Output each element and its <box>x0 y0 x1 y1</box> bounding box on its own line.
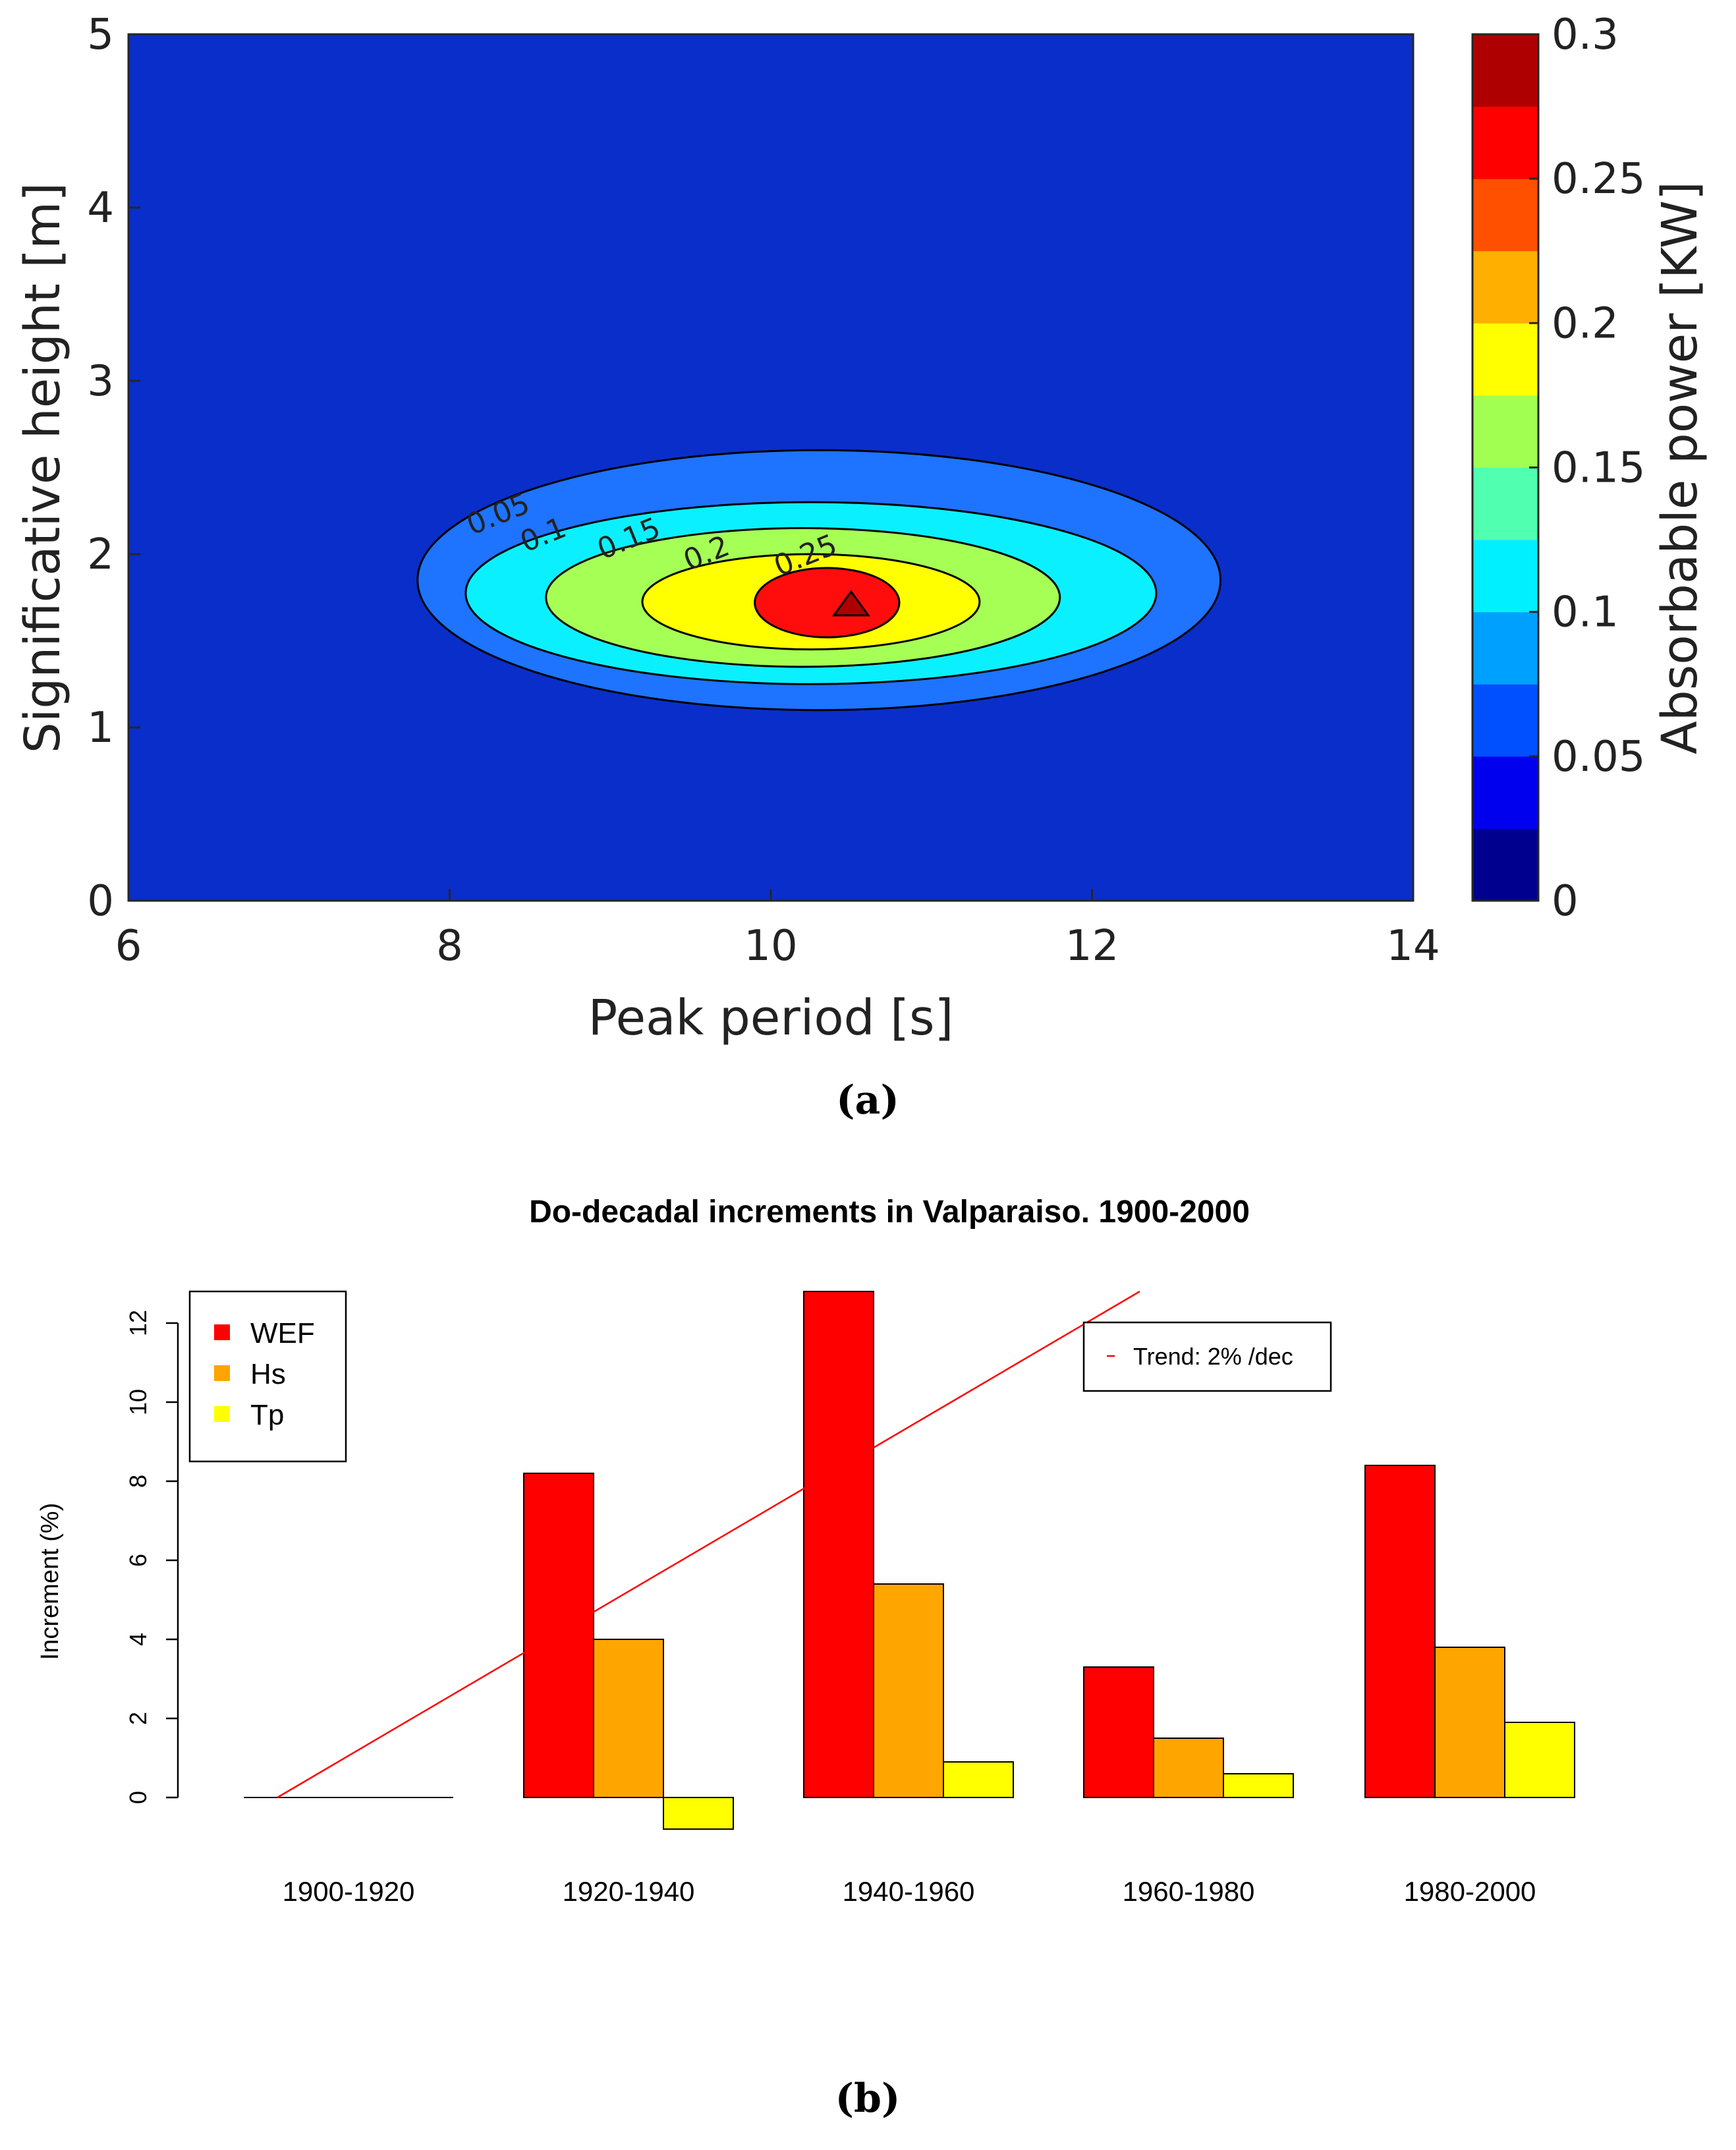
y-axis-label: Significative height [m] <box>14 183 71 753</box>
colorbar-segment <box>1472 684 1538 757</box>
y-axis: 0 2 4 6 8 10 12 <box>125 1310 179 1804</box>
y-tick-label: 6 <box>125 1554 152 1567</box>
colorbar-label: Absorbable power [KW] <box>1652 181 1708 754</box>
y-tick-label: 10 <box>125 1389 152 1415</box>
colorbar-tick-label: 0.2 <box>1552 299 1619 348</box>
panel-a-caption: (a) <box>836 1077 899 1123</box>
colorbar-segment <box>1472 106 1538 179</box>
bar-tp <box>1504 1722 1575 1798</box>
category-label: 1960-1980 <box>1123 1876 1255 1907</box>
chart-title: Do-decadal increments in Valparaiso. 190… <box>529 1195 1250 1230</box>
bar-wef <box>803 1291 874 1798</box>
y-tick-label: 2 <box>87 530 114 579</box>
bar-hs <box>873 1583 944 1798</box>
peak-markers <box>831 590 870 617</box>
category-label: 1920-1940 <box>563 1876 695 1907</box>
colorbar-ticks: 0 0.05 0.1 0.15 0.2 0.25 0.3 <box>1529 11 1646 926</box>
x-tick-label: 8 <box>436 922 463 971</box>
x-axis-ticks: 6 8 10 12 14 <box>115 889 1440 971</box>
category-label: 1980-2000 <box>1404 1876 1536 1907</box>
legend-label-wef: WEF <box>250 1317 315 1349</box>
contour-region-0.25 <box>754 567 901 638</box>
colorbar-segment <box>1472 395 1538 468</box>
x-tick-label: 14 <box>1386 922 1440 971</box>
x-tick-label: 6 <box>115 922 142 971</box>
trend-legend-box <box>1082 1321 1332 1392</box>
y-tick-label: 0 <box>125 1791 152 1804</box>
category-labels: 1900-1920 1920-1940 1940-1960 1960-1980 1980… <box>283 1876 1536 1907</box>
colorbar-segment <box>1472 250 1538 324</box>
category-label: 1940-1960 <box>843 1876 975 1907</box>
trend-legend: Trend: 2% /dec <box>1082 1321 1332 1392</box>
legend-label-hs: Hs <box>250 1358 286 1390</box>
bars <box>244 1291 1575 1830</box>
y-tick-label: 12 <box>125 1310 152 1336</box>
colorbar-segment <box>1472 179 1538 252</box>
colorbar-segment <box>1472 828 1538 901</box>
trend-line <box>277 1290 1140 1799</box>
y-tick-label: 4 <box>87 184 114 233</box>
peak-marker <box>831 590 870 617</box>
legend-label-tp: Tp <box>250 1399 284 1431</box>
colorbar-tick-label: 0.1 <box>1552 588 1619 637</box>
colorbar-segment <box>1472 323 1538 396</box>
colorbar-segment <box>1472 467 1538 540</box>
colorbar-tick-label: 0 <box>1552 877 1579 926</box>
colorbar-tick-label: 0.15 <box>1552 444 1646 493</box>
colorbar-segment <box>1472 611 1538 685</box>
colorbar <box>1472 34 1538 901</box>
category-label: 1900-1920 <box>283 1876 415 1907</box>
y-axis-label: Increment (%) <box>36 1503 64 1660</box>
panel-b-caption: (b) <box>835 2076 901 2122</box>
bar-hs <box>1153 1738 1224 1798</box>
bar-wef <box>523 1473 594 1798</box>
bar-tp <box>663 1797 734 1830</box>
y-tick-label: 3 <box>87 357 114 406</box>
legend: WEF Hs Tp <box>188 1290 347 1463</box>
colorbar-tick-label: 0.05 <box>1552 733 1646 781</box>
bar-hs <box>1434 1647 1505 1798</box>
x-tick-label: 10 <box>744 922 797 971</box>
legend-swatch-tp <box>214 1406 230 1422</box>
y-tick-label: 4 <box>125 1633 152 1646</box>
colorbar-segment <box>1472 540 1538 613</box>
x-tick-label: 12 <box>1065 922 1119 971</box>
bar-tp <box>943 1761 1014 1798</box>
y-tick-label: 5 <box>87 11 114 59</box>
colorbar-segment <box>1472 756 1538 829</box>
colorbar-tick-label: 0.25 <box>1552 155 1646 204</box>
bar-wef <box>1364 1465 1436 1798</box>
y-tick-label: 8 <box>125 1475 152 1488</box>
trend-legend-label: Trend: 2% /dec <box>1133 1343 1293 1370</box>
y-axis-ticks: 0 1 2 3 4 5 <box>87 11 140 926</box>
y-tick-label: 1 <box>87 704 114 752</box>
legend-swatch-hs <box>214 1365 230 1381</box>
bar-hs <box>593 1639 664 1798</box>
bar-wef <box>1083 1666 1154 1798</box>
legend-swatch-wef <box>214 1324 230 1340</box>
panel-b-bar-chart: Do-decadal increments in Valparaiso. 190… <box>36 1195 1575 2122</box>
y-tick-label: 2 <box>125 1712 152 1725</box>
x-axis-label: Peak period [s] <box>588 990 954 1046</box>
colorbar-tick-label: 0.3 <box>1552 11 1619 59</box>
contour-fills: 0.050.1 0.15 0.2 0.25 <box>416 449 1221 712</box>
y-tick-label: 0 <box>87 877 114 926</box>
colorbar-segment <box>1472 34 1538 107</box>
bar-tp <box>1223 1773 1294 1798</box>
